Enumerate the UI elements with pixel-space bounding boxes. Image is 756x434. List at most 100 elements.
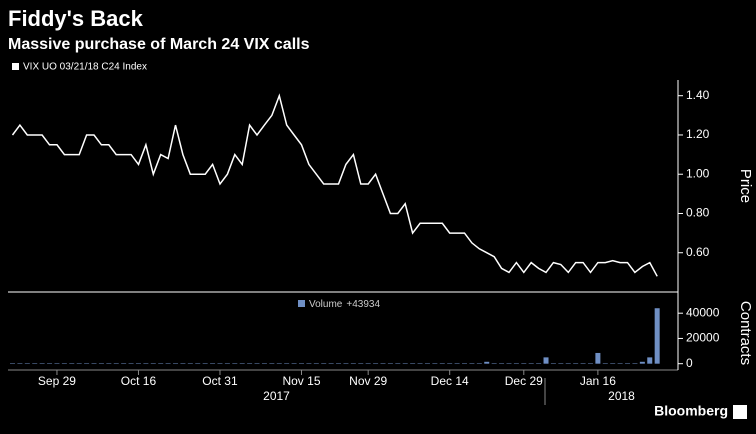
- volume-bar: [121, 363, 127, 364]
- volume-bar: [328, 363, 334, 364]
- source: Bloomberg: [654, 403, 728, 419]
- x-tick-label: Dec 14: [431, 374, 469, 388]
- volume-bar: [632, 363, 638, 364]
- y2-axis-title: Contracts: [737, 301, 754, 365]
- volume-bar: [469, 363, 475, 364]
- volume-bar: [558, 363, 564, 364]
- volume-bar: [639, 361, 645, 364]
- volume-bar: [61, 363, 67, 364]
- volume-bar: [528, 363, 534, 364]
- volume-bar: [195, 363, 201, 364]
- volume-bar: [499, 363, 505, 364]
- volume-bar: [402, 363, 408, 364]
- volume-bar: [506, 363, 512, 364]
- volume-bar: [439, 363, 445, 364]
- volume-bar: [187, 363, 193, 364]
- volume-bar: [410, 363, 416, 364]
- y-tick-label: 1.00: [686, 166, 710, 180]
- y-tick-label: 0: [686, 356, 693, 370]
- volume-bar: [610, 363, 616, 364]
- volume-bar: [135, 363, 141, 364]
- volume-bar: [321, 363, 327, 364]
- volume-bar: [365, 363, 371, 364]
- x-tick-label: Sep 29: [38, 374, 76, 388]
- volume-bar: [150, 363, 156, 364]
- volume-bar: [158, 363, 164, 364]
- legend-swatch: [298, 300, 305, 307]
- volume-bar: [336, 363, 342, 364]
- legend-value: +43934: [346, 299, 380, 310]
- volume-bar: [128, 363, 134, 364]
- chart-subtitle: Massive purchase of March 24 VIX calls: [8, 36, 310, 53]
- volume-bar: [550, 363, 556, 364]
- volume-bar: [373, 363, 379, 364]
- legend-label: VIX UO 03/21/18 C24 Index: [23, 62, 147, 73]
- volume-bar: [76, 363, 82, 364]
- volume-bar: [462, 363, 468, 364]
- volume-bar: [521, 363, 527, 364]
- volume-bar: [543, 357, 549, 364]
- volume-bar: [165, 363, 171, 364]
- volume-bar: [395, 363, 401, 364]
- volume-bar: [573, 363, 579, 364]
- volume-bar: [587, 363, 593, 364]
- volume-bar: [647, 357, 653, 364]
- volume-bar: [173, 363, 179, 364]
- y-tick-label: 0.60: [686, 245, 710, 259]
- price-line: [11, 93, 658, 277]
- volume-bar: [47, 363, 53, 364]
- volume-bar: [387, 363, 393, 364]
- volume-bar: [261, 363, 267, 364]
- volume-bar: [654, 308, 660, 364]
- volume-bar: [298, 363, 304, 364]
- y-tick-label: 1.40: [686, 88, 710, 102]
- y-tick-label: 1.20: [686, 127, 710, 141]
- volume-bar: [106, 363, 112, 364]
- volume-bar: [239, 363, 245, 364]
- volume-bar: [625, 363, 631, 364]
- chart-title: Fiddy's Back: [8, 6, 144, 31]
- volume-bar: [424, 363, 430, 364]
- volume-bar: [432, 363, 438, 364]
- volume-bar: [276, 363, 282, 364]
- volume-bar: [343, 363, 349, 364]
- legend-name: Volume: [309, 299, 343, 310]
- volume-bar: [484, 361, 490, 364]
- volume-bar: [224, 363, 230, 364]
- legend-label: Volume +43934: [309, 299, 380, 310]
- volume-bar: [32, 363, 38, 364]
- volume-bar: [84, 363, 90, 364]
- volume-bar: [476, 363, 482, 364]
- volume-bar: [10, 363, 15, 364]
- volume-bar: [39, 363, 45, 364]
- x-tick-label: Nov 15: [282, 374, 320, 388]
- volume-bar: [143, 363, 149, 364]
- volume-bar: [232, 363, 238, 364]
- y-axis-title: Price: [737, 169, 754, 203]
- x-tick-label: Nov 29: [349, 374, 387, 388]
- volume-bar: [358, 363, 364, 364]
- volume-bar: [454, 363, 460, 364]
- volume-bar: [513, 363, 519, 364]
- volume-bar: [565, 363, 571, 364]
- volume-bar: [602, 363, 608, 364]
- y-tick-label: 0.80: [686, 206, 710, 220]
- volume-bar: [417, 363, 423, 364]
- y-tick-label: 20000: [686, 331, 720, 345]
- volume-bar: [536, 363, 542, 364]
- x-tick-label: Oct 31: [202, 374, 238, 388]
- volume-bar: [254, 363, 260, 364]
- volume-bar: [447, 363, 453, 364]
- volume-bar: [350, 363, 356, 364]
- volume-bar: [54, 363, 60, 364]
- volume-bar: [380, 363, 386, 364]
- x-tick-label: Oct 16: [121, 374, 157, 388]
- volume-bar: [98, 363, 104, 364]
- volume-bar: [595, 352, 601, 364]
- volume-bar: [113, 363, 119, 364]
- year-label: 2018: [608, 389, 635, 403]
- volume-bar: [247, 363, 253, 364]
- volume-bar: [291, 363, 297, 364]
- volume-bar: [24, 363, 30, 364]
